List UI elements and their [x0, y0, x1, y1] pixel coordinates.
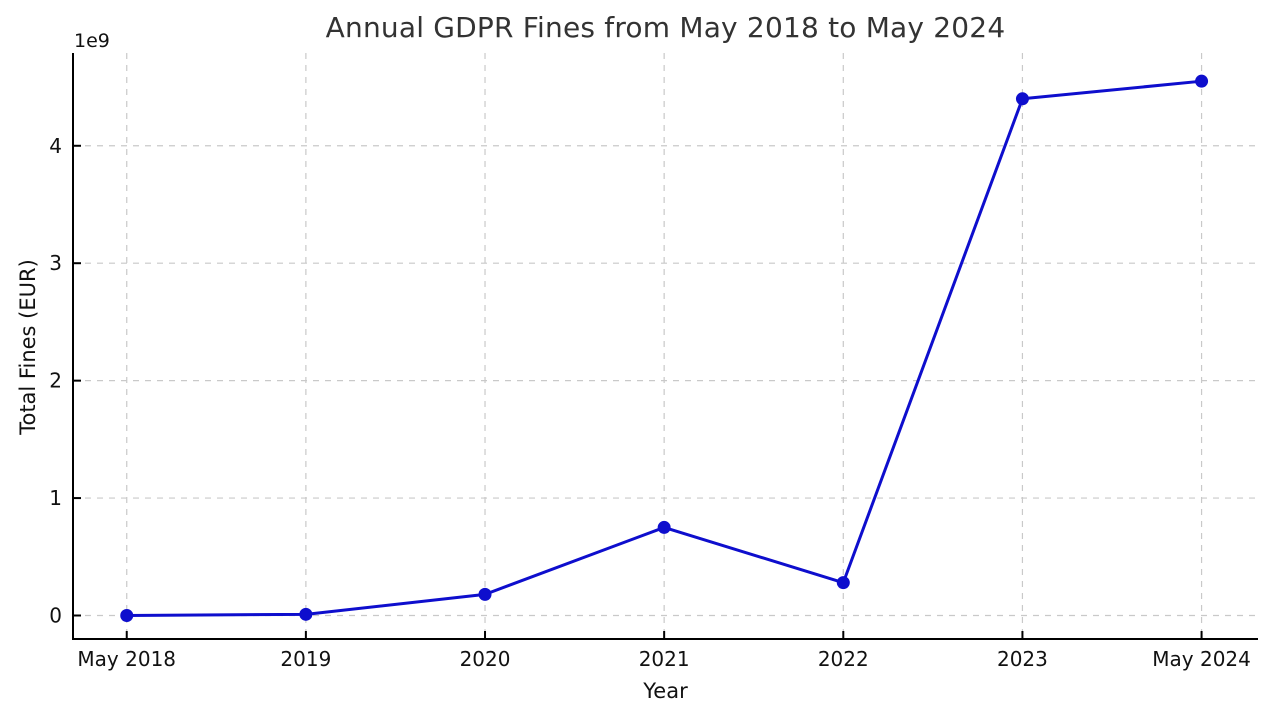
- y-tick-label: 2: [49, 369, 62, 393]
- data-point-marker: [657, 520, 671, 534]
- x-tick-label: 2019: [280, 647, 331, 671]
- data-point-marker: [1015, 92, 1029, 106]
- data-point-marker: [836, 576, 850, 590]
- chart-title: Annual GDPR Fines from May 2018 to May 2…: [325, 11, 1006, 44]
- x-tick-label: 2020: [460, 647, 511, 671]
- x-tick-label: 2021: [639, 647, 690, 671]
- x-axis-label: Year: [643, 679, 688, 703]
- x-tick-label: May 2018: [77, 647, 176, 671]
- x-tick-label: May 2024: [1152, 647, 1251, 671]
- y-tick-label: 1: [49, 486, 62, 510]
- y-tick-label: 4: [49, 134, 62, 158]
- x-tick-label: 2022: [818, 647, 869, 671]
- y-axis-offset-exponent-label: 1e9: [74, 30, 110, 52]
- x-tick-label: 2023: [997, 647, 1048, 671]
- data-point-marker: [1195, 74, 1209, 88]
- y-tick-label: 0: [49, 604, 62, 628]
- data-point-marker: [120, 609, 134, 623]
- y-tick-label: 3: [49, 251, 62, 275]
- data-point-marker: [299, 607, 313, 621]
- data-point-marker: [478, 587, 492, 601]
